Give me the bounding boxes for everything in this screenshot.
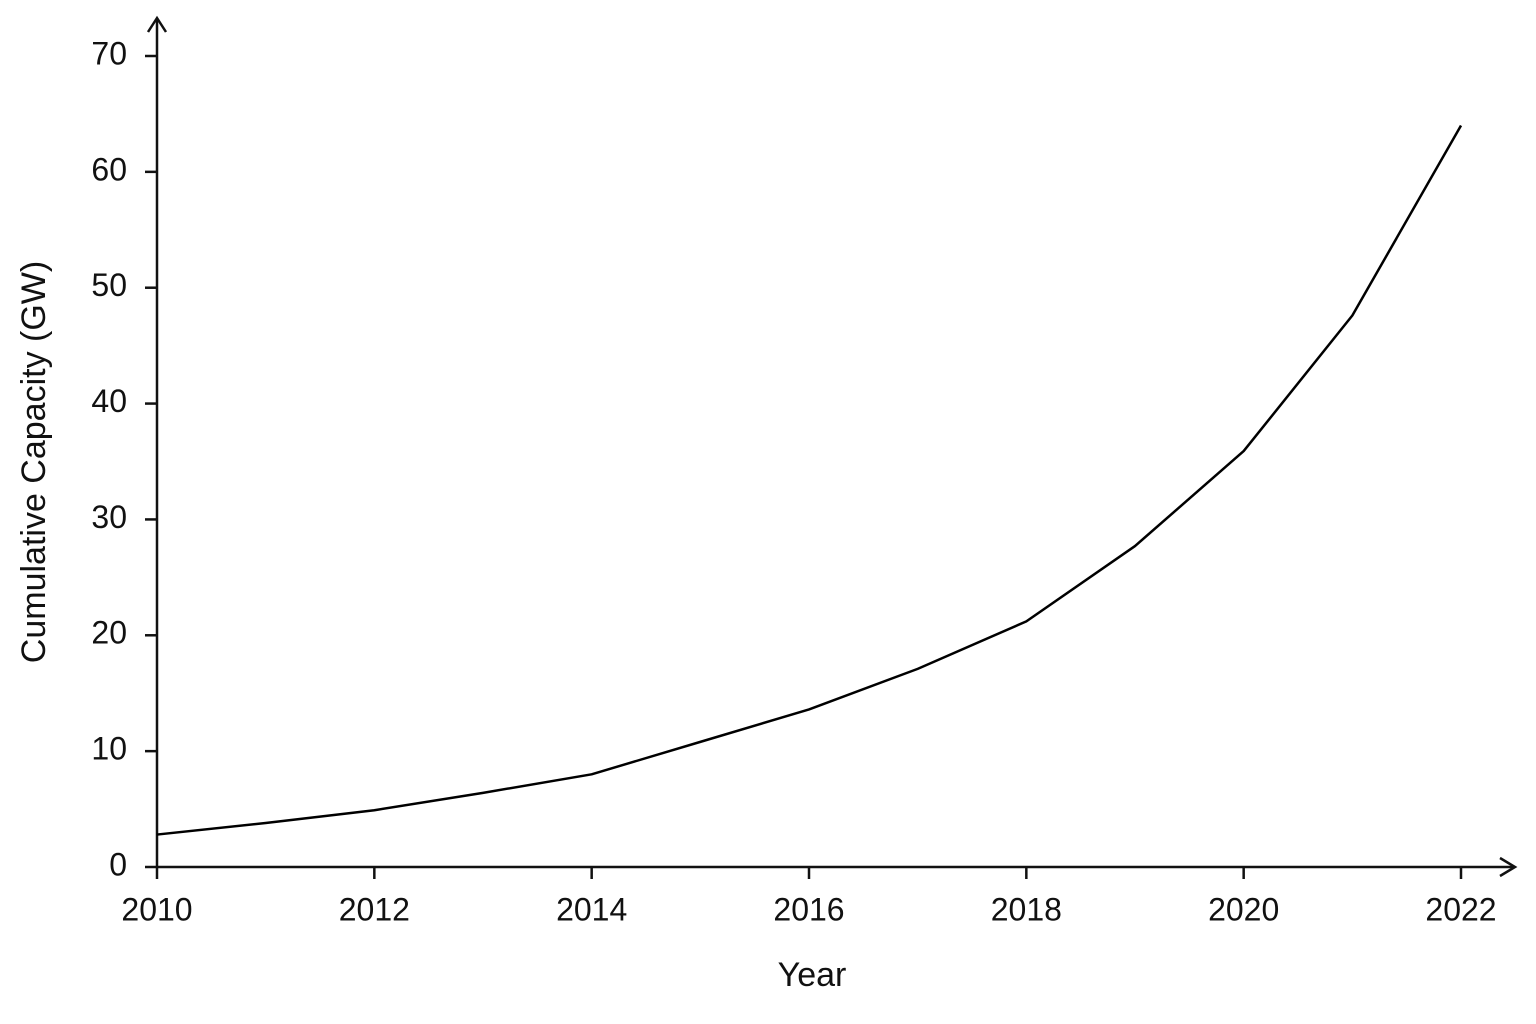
y-tick-label: 60 (91, 151, 127, 187)
y-tick-label: 0 (109, 846, 127, 882)
x-axis-label: Year (778, 956, 847, 994)
y-axis-arrow (146, 15, 168, 33)
y-tick-label: 30 (91, 499, 127, 535)
y-tick-label: 40 (91, 383, 127, 419)
x-tick-label: 2016 (773, 891, 844, 927)
y-tick-label: 50 (91, 267, 127, 303)
y-axis-label: Cumulative Capacity (GW) (15, 261, 53, 663)
x-tick-label: 2010 (121, 891, 192, 927)
y-tick-label: 20 (91, 615, 127, 651)
x-axis-arrow (1499, 856, 1518, 878)
y-tick-label: 10 (91, 731, 127, 767)
y-tick-label: 70 (91, 35, 127, 71)
data-line (156, 124, 1463, 836)
x-tick-label: 2014 (556, 891, 627, 927)
x-tick-label: 2018 (991, 891, 1062, 927)
x-tick-label: 2020 (1208, 891, 1279, 927)
x-tick-label: 2012 (339, 891, 410, 927)
x-tick-label: 2022 (1425, 891, 1496, 927)
